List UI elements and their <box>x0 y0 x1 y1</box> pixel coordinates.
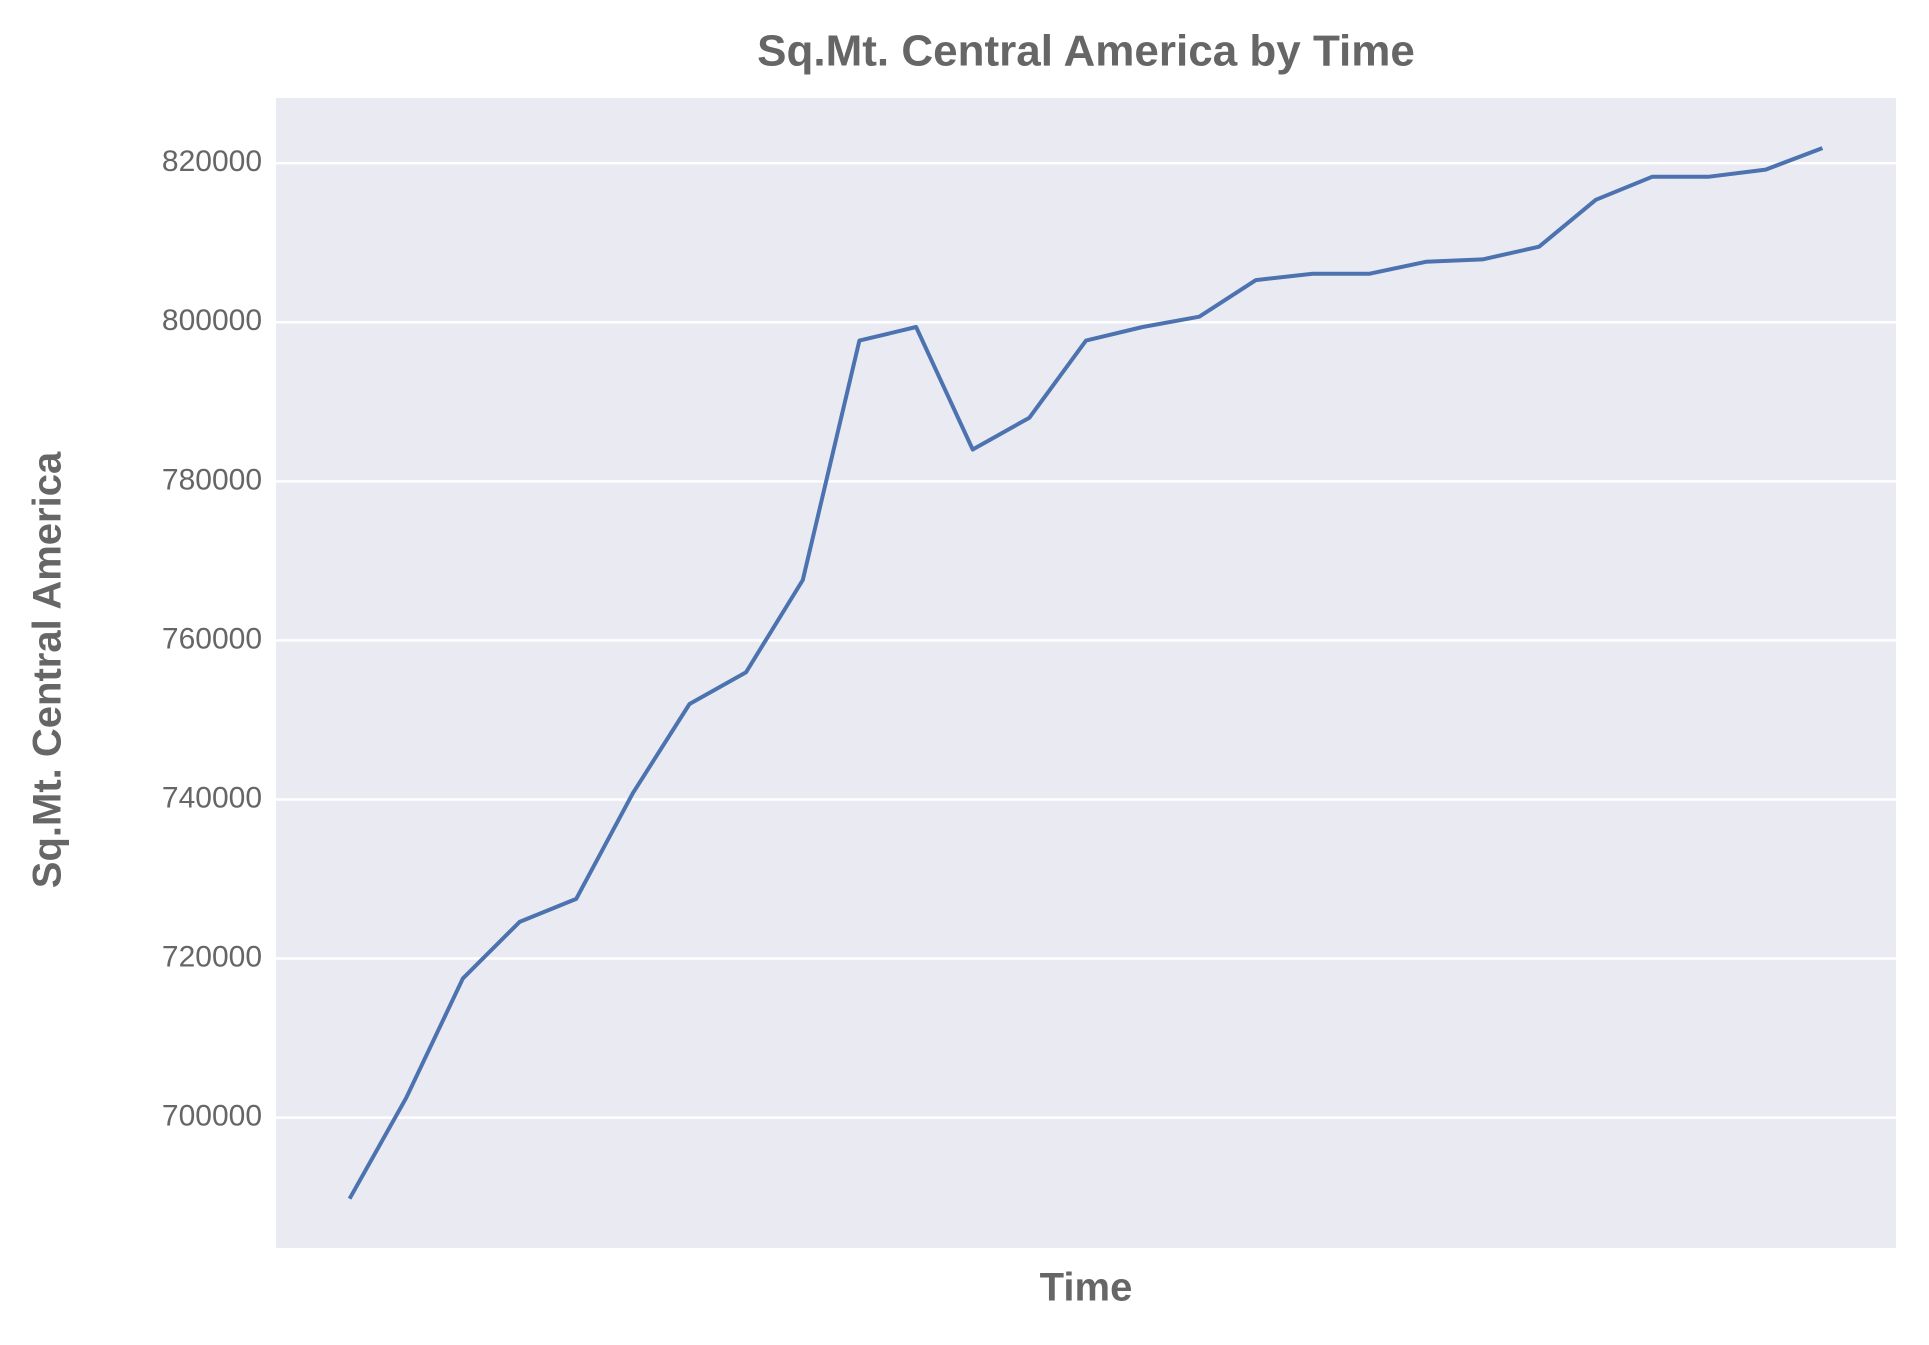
y-axis-label: Sq.Mt. Central America <box>26 451 70 888</box>
y-tick-label: 800000 <box>162 304 262 337</box>
y-tick-label: 820000 <box>162 145 262 178</box>
y-tick-label: 740000 <box>162 781 262 814</box>
y-tick-label: 780000 <box>162 463 262 496</box>
chart-title: Sq.Mt. Central America by Time <box>757 27 1415 76</box>
x-axis-label: Time <box>1040 1266 1133 1310</box>
line-series <box>347 146 1824 1200</box>
y-tick-label: 720000 <box>162 940 262 973</box>
plot-background <box>276 98 1896 1248</box>
y-tick-label: 700000 <box>162 1099 262 1132</box>
y-tick-label: 760000 <box>162 622 262 655</box>
